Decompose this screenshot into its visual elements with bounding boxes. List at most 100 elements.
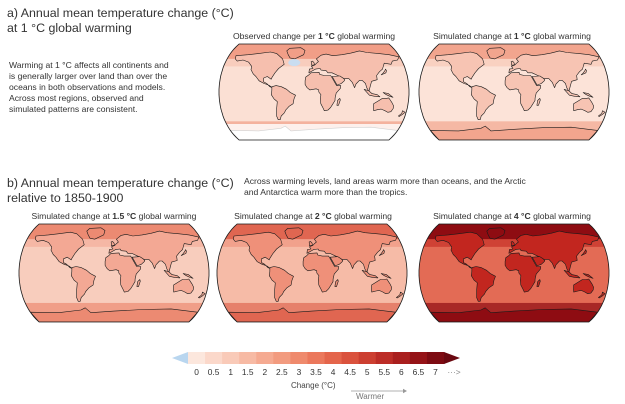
continent-id	[563, 89, 581, 98]
continent-nz	[598, 291, 606, 299]
map-simulated-1c	[418, 43, 610, 141]
continent-au	[173, 278, 194, 294]
colorbar-ticks: 0 0.5 1 1.5 2 2.5 3 3.5 4 4.5 5 5.5 6 6.5 7 ···>	[0, 367, 625, 379]
map-label-part: Simulated change at	[234, 211, 315, 221]
continent-ng	[380, 273, 392, 279]
description-line: and Antarctica warm more than the tropic…	[244, 187, 408, 197]
map-label-part: global warming	[530, 211, 591, 221]
section-a-description: Warming at 1 °C affects all continents a…	[9, 60, 209, 115]
colorbar-below-arrow	[172, 352, 188, 364]
continent-af	[504, 252, 542, 293]
continent-mg	[536, 279, 541, 287]
map-label-part: global warming	[331, 211, 392, 221]
map-outline	[18, 223, 210, 323]
map-label-simulated-4c: Simulated change at 4 °C global warming	[412, 211, 612, 221]
section-b-description: Across warming levels, land areas warm m…	[244, 176, 584, 198]
colorbar-segment	[426, 352, 445, 364]
map-label-part: 2 °C	[314, 211, 332, 221]
continent-af	[304, 72, 342, 111]
colorbar-tick-label: 5	[364, 367, 370, 377]
description-line: Across warming levels, land areas warm m…	[244, 176, 526, 186]
continent-na	[435, 231, 485, 269]
continent-gl	[486, 227, 506, 240]
map-simulated-1-5c	[18, 223, 210, 323]
continent-mg	[136, 279, 141, 287]
colorbar-tick-label: 1.5	[241, 367, 254, 377]
continent-ng	[382, 92, 394, 98]
continent-na	[435, 51, 485, 88]
continent-an	[430, 307, 598, 322]
map-label-part: 4 °C	[513, 211, 531, 221]
colorbar-tick-label: 5.5	[378, 367, 391, 377]
continent-nz	[198, 291, 206, 299]
colorbar-tick-label: 6.5	[412, 367, 425, 377]
continent-gl	[86, 227, 106, 240]
continent-sa	[471, 266, 496, 302]
continent-uk	[308, 241, 313, 247]
continent-nz	[598, 110, 606, 117]
map-simulated-2c	[216, 223, 408, 323]
colorbar-segment	[222, 352, 240, 364]
continent-af	[104, 252, 142, 293]
colorbar-tick-label: 7	[433, 367, 438, 377]
continent-an	[430, 125, 598, 140]
map-label-observed-1c: Observed change per 1 °C global warming	[214, 31, 414, 41]
colorbar-tick-label: 6	[398, 367, 404, 377]
continent-uk	[510, 241, 515, 247]
continent-ar	[329, 256, 344, 267]
map-outline	[418, 43, 610, 141]
colorbar-segment	[409, 352, 428, 364]
colorbar-segment	[392, 352, 411, 364]
colorbar-more-label: ···>	[447, 367, 461, 377]
description-line: Across most regions, observed and	[9, 93, 144, 103]
description-line: is generally larger over land than over …	[9, 71, 168, 81]
colorbar-segment	[188, 352, 206, 364]
continent-sa	[71, 266, 96, 302]
colorbar-segment	[239, 352, 257, 364]
continent-mg	[334, 279, 339, 287]
colorbar-segment	[273, 352, 291, 364]
colorbar-tick-label: 3	[296, 367, 302, 377]
map-label-part: 1.5 °C	[112, 211, 137, 221]
map-label-part: Observed change per	[232, 31, 319, 41]
colorbar-segment	[307, 352, 325, 364]
map-label-simulated-1c: Simulated change at 1 °C global warming	[412, 31, 612, 41]
map-label-part: 1 °C	[513, 31, 531, 41]
colorbar-segment	[205, 352, 223, 364]
map-label-part: Simulated change at	[433, 211, 514, 221]
continent-gl	[486, 47, 506, 60]
continent-au	[573, 278, 594, 294]
continent-sa	[471, 85, 496, 120]
continent-ng	[182, 273, 194, 279]
map-observed-1c	[218, 43, 410, 141]
colorbar-tick-label: 2.5	[276, 367, 288, 377]
map-label-simulated-1-5c: Simulated change at 1.5 °C global warmin…	[16, 211, 212, 221]
continent-id	[563, 270, 581, 279]
continent-jp	[378, 249, 385, 256]
continent-ng	[582, 92, 594, 98]
description-line: oceans in both observations and models.	[9, 82, 166, 92]
colorbar-tick-label: 4	[330, 367, 336, 377]
description-line: Warming at 1 °C affects all continents a…	[9, 60, 169, 70]
map-outline	[218, 43, 410, 141]
continent-gl	[284, 227, 304, 240]
continent-na	[35, 231, 85, 269]
continent-an	[30, 307, 198, 322]
continent-jp	[580, 249, 587, 256]
map-label-part: global warming	[136, 211, 197, 221]
continent-jp	[380, 68, 387, 76]
continent-au	[373, 97, 394, 113]
colorbar-caption: Change (°C)	[291, 381, 336, 390]
continent-ar	[531, 75, 546, 86]
map-label-part: Simulated change at	[433, 31, 514, 41]
cooling-patch	[288, 59, 301, 67]
colorbar-segment	[358, 352, 377, 364]
map-label-part: global warming	[334, 31, 396, 41]
colorbar-tick-label: 2	[262, 367, 268, 377]
continent-sa	[271, 85, 296, 120]
map-outline	[216, 223, 408, 323]
colorbar-tick-label: 0	[194, 367, 199, 377]
colorbar-tick-label: 4.5	[344, 367, 356, 377]
colorbar-above-arrow	[444, 352, 460, 364]
continent-nz	[398, 110, 406, 117]
